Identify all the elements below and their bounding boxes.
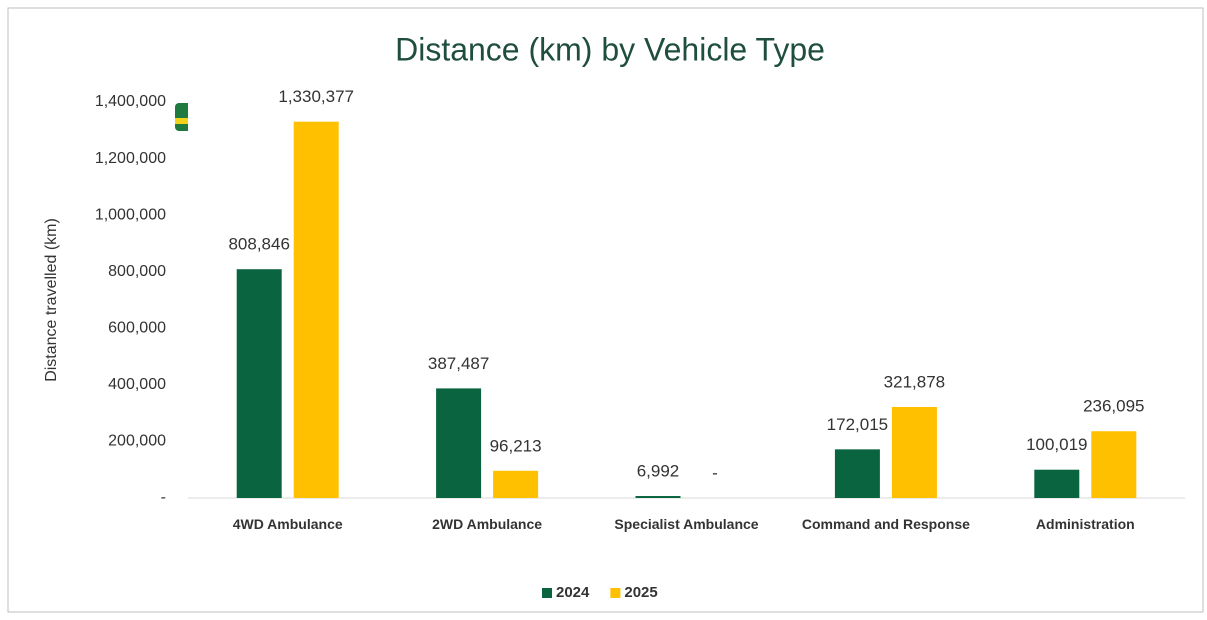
y-tick-label: 800,000 xyxy=(108,263,166,280)
y-tick-label: 200,000 xyxy=(108,433,166,450)
data-label: 96,213 xyxy=(490,436,542,455)
x-tick-label: Command and Response xyxy=(801,516,970,532)
data-label: 1,330,377 xyxy=(278,87,354,106)
x-tick-label: 4WD Ambulance xyxy=(232,516,343,532)
y-tick-label: 1,200,000 xyxy=(95,150,166,167)
bar xyxy=(834,449,880,498)
y-tick-label: 1,000,000 xyxy=(95,206,166,223)
bar xyxy=(293,121,339,498)
bar xyxy=(1034,469,1080,498)
x-tick-label: 2WD Ambulance xyxy=(432,516,543,532)
y-tick-label: 600,000 xyxy=(108,320,166,337)
data-label: - xyxy=(712,463,718,482)
legend-label: 2024 xyxy=(556,584,590,601)
data-label: 808,846 xyxy=(228,235,289,254)
y-tick-label: 1,400,000 xyxy=(95,93,166,110)
bar xyxy=(1091,431,1137,498)
data-label: 172,015 xyxy=(827,415,888,434)
data-label: 236,095 xyxy=(1083,397,1144,416)
x-tick-label: Administration xyxy=(1035,516,1135,532)
data-label: 6,992 xyxy=(637,462,680,481)
data-label: 387,487 xyxy=(428,354,489,373)
bar xyxy=(236,269,282,498)
bar xyxy=(635,496,681,498)
data-label: 100,019 xyxy=(1026,435,1087,454)
legend-swatch xyxy=(610,588,621,598)
bar xyxy=(493,470,539,498)
bar xyxy=(891,406,937,498)
y-tick-label: 400,000 xyxy=(108,376,166,393)
legend-swatch xyxy=(542,588,552,598)
bar xyxy=(436,388,482,498)
legend-label: 2025 xyxy=(624,584,657,601)
chart-title: Distance (km) by Vehicle Type xyxy=(395,31,825,67)
y-axis-title: Distance travelled (km) xyxy=(43,218,60,382)
plot-area xyxy=(188,102,1185,498)
data-label: 321,878 xyxy=(884,372,945,391)
x-tick-label: Specialist Ambulance xyxy=(614,516,759,532)
y-tick-label: - xyxy=(161,489,166,506)
